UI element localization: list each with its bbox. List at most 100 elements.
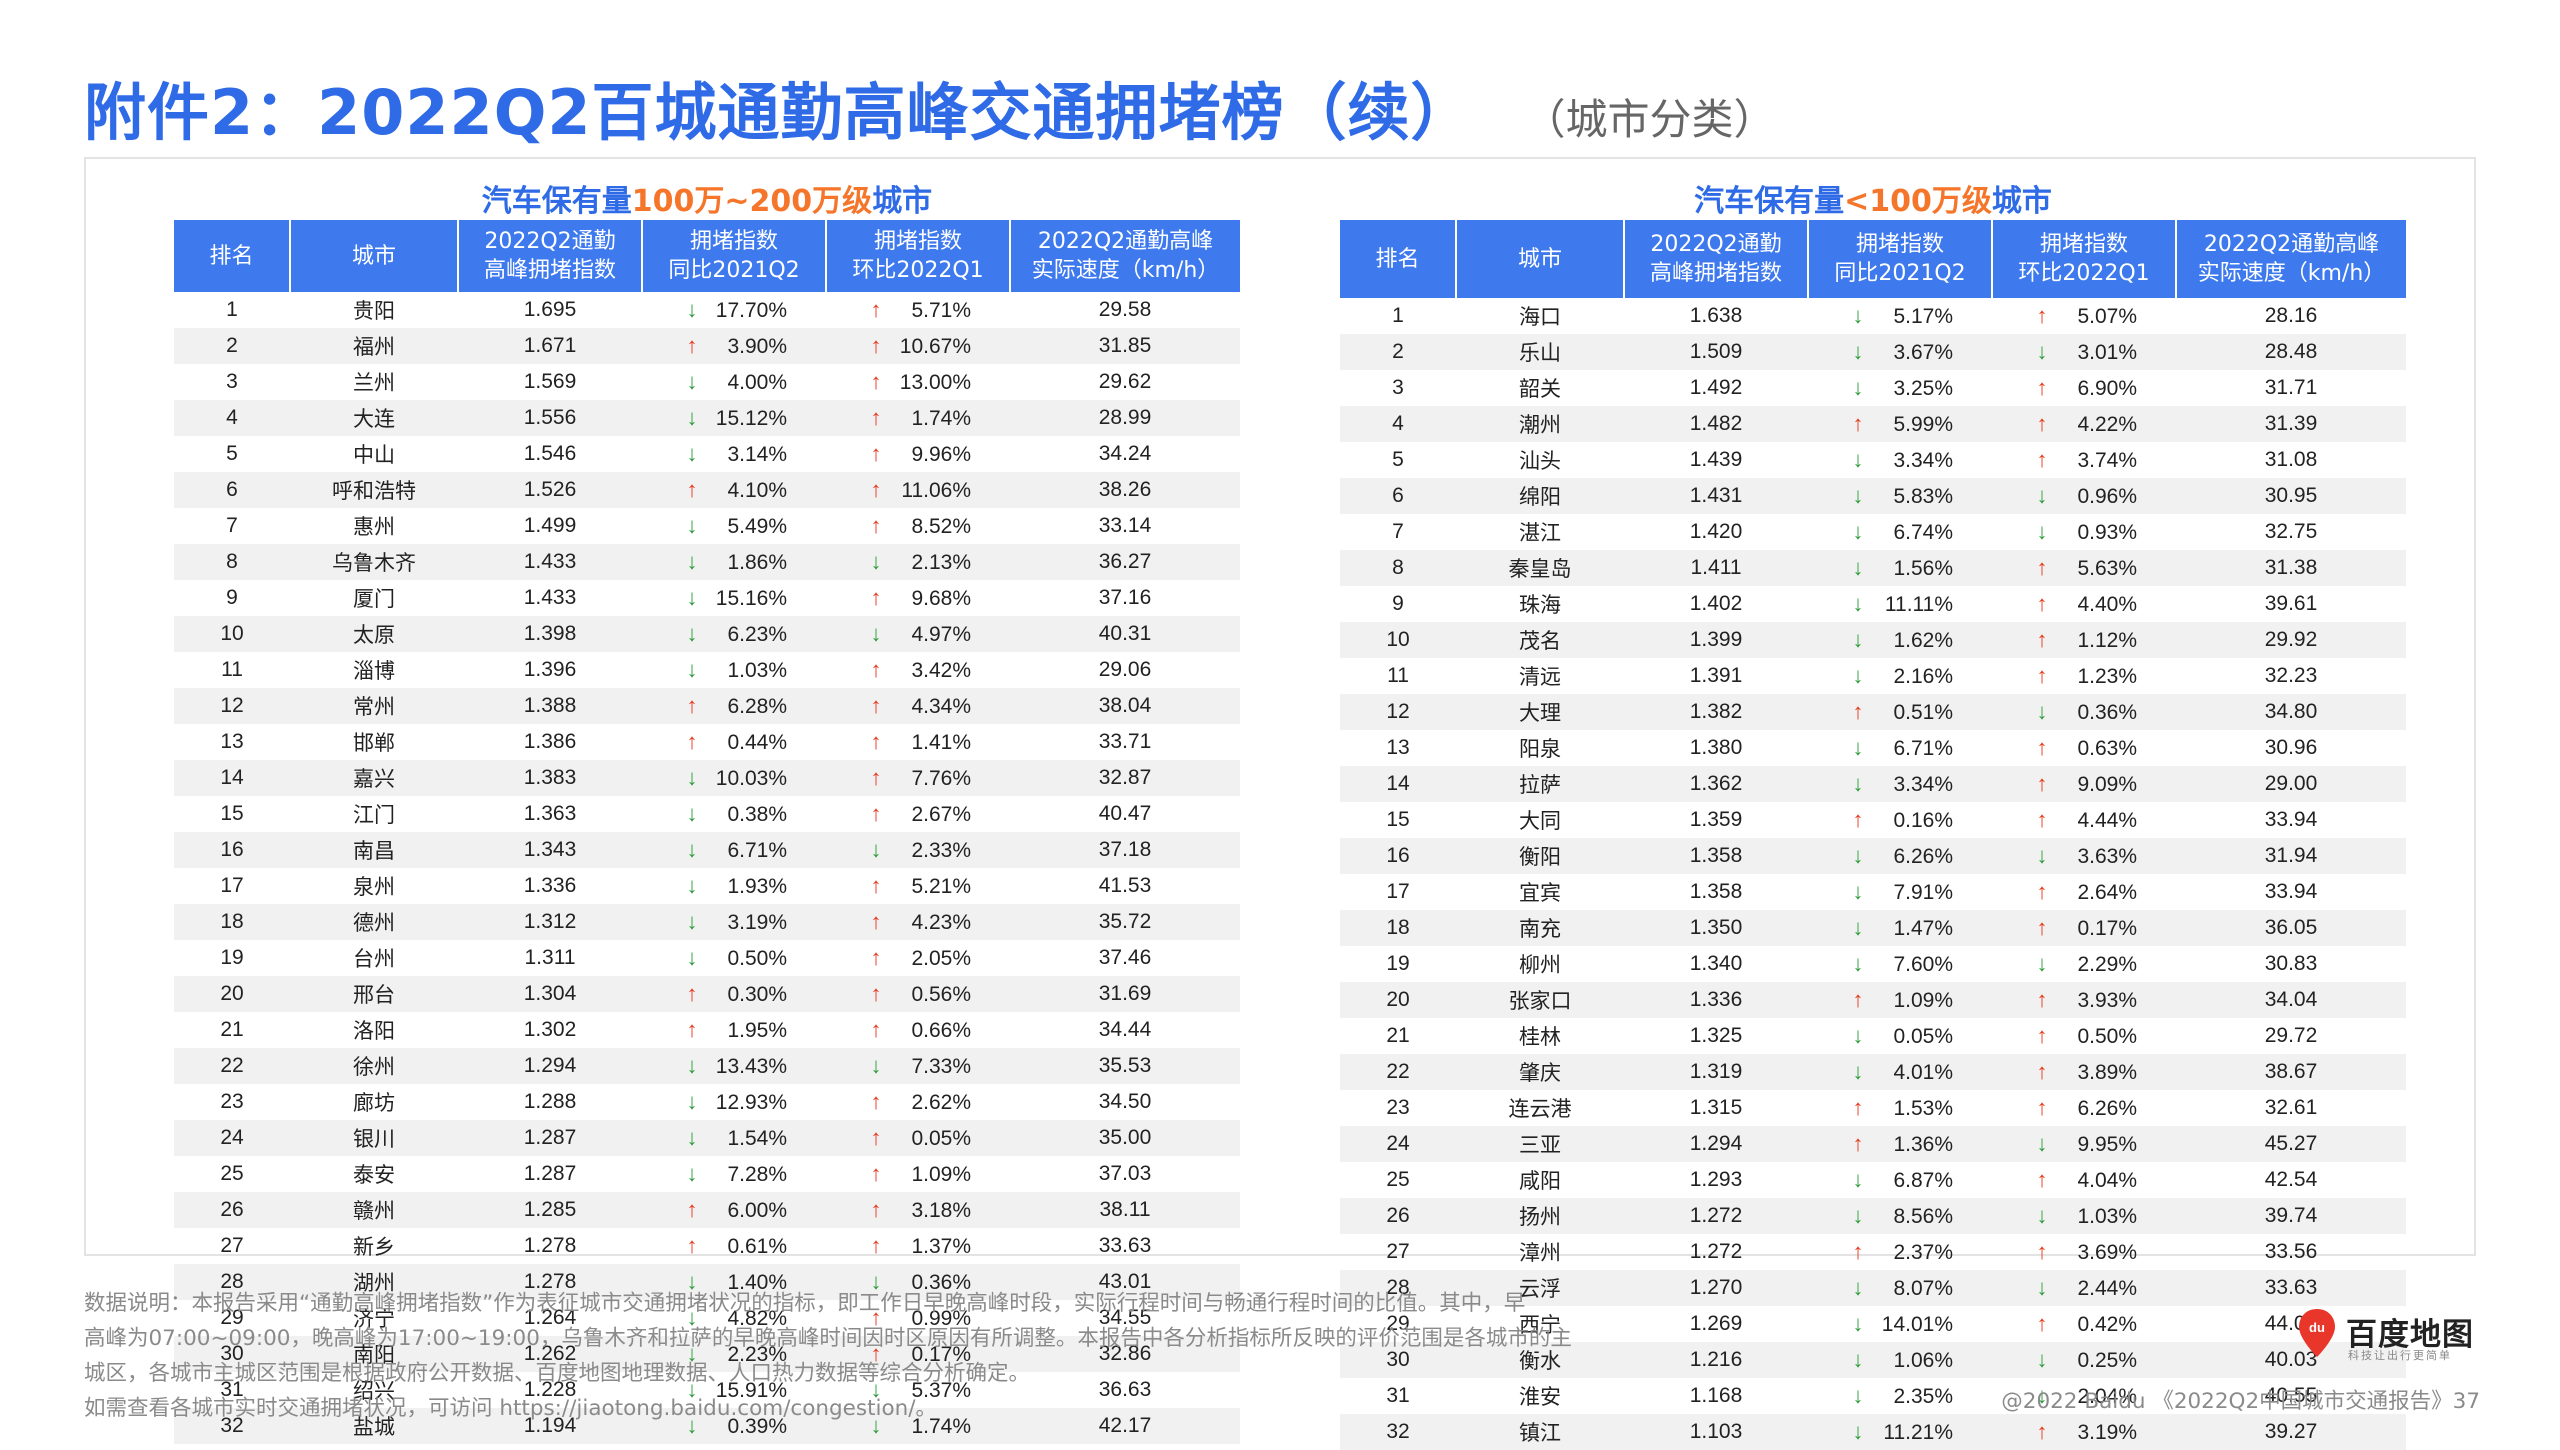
cell-city: 太原	[290, 616, 458, 652]
percent-value: 6.00%	[727, 1199, 787, 1222]
arrow-up-icon: ↑	[870, 333, 882, 358]
cell-qoq: ↓ 2.33%	[826, 832, 1010, 868]
pin-label: du	[2309, 1320, 2325, 1335]
cell-rank: 10	[1340, 622, 1456, 658]
arrow-up-icon: ↑	[686, 1197, 698, 1222]
arrow-down-icon: ↓	[686, 513, 698, 538]
cell-speed: 32.61	[2264, 1096, 2318, 1119]
cell-qoq: ↓ 5.37%	[826, 1372, 1010, 1408]
percent-value: 15.12%	[715, 407, 787, 430]
cell-rank: 13	[220, 730, 244, 753]
percent-value: 4.40%	[2077, 593, 2137, 616]
cell-index: 1.103	[1624, 1414, 1808, 1450]
percent-value: 1.03%	[2077, 1205, 2137, 1228]
table-row: 5 中山 1.546 ↓ 3.14% ↑ 9.96% 34.24	[174, 436, 1240, 472]
cell-rank: 8	[1340, 550, 1456, 586]
cell-speed: 34.04	[2176, 982, 2406, 1018]
cell-qoq: ↑ 5.21%	[826, 868, 1010, 904]
arrow-up-icon: ↑	[2036, 1095, 2048, 1120]
cell-index: 1.396	[523, 658, 577, 681]
percent-value: 3.89%	[2077, 1061, 2137, 1084]
arrow-down-icon: ↓	[1852, 1383, 1864, 1408]
cell-index: 1.695	[523, 298, 577, 321]
column-header-line: 拥堵指数	[1855, 232, 1944, 257]
table-row: 2 福州 1.671 ↑ 3.90% ↑ 10.67% 31.85	[174, 328, 1240, 364]
table-row: 15 江门 1.363 ↓ 0.38% ↑ 2.67% 40.47	[174, 796, 1240, 832]
percent-value: 3.18%	[911, 1199, 971, 1222]
brand-name: 百度地图	[2346, 1317, 2474, 1353]
table-row: 29 西宁 1.269 ↓ 14.01% ↑ 0.42% 44.03	[1340, 1306, 2406, 1342]
cell-qoq: ↑ 0.17%	[826, 1336, 1010, 1372]
cell-rank: 24	[1340, 1126, 1456, 1162]
cell-rank: 11	[1387, 664, 1409, 687]
table-row: 6 绵阳 1.431 ↓ 5.83% ↓ 0.96% 30.95	[1340, 478, 2406, 514]
cell-speed: 40.31	[1010, 616, 1240, 652]
percent-value: 6.87%	[1893, 1169, 1953, 1192]
arrow-down-icon: ↓	[2036, 699, 2048, 724]
arrow-up-icon: ↑	[686, 693, 698, 718]
table-row: 12 大理 1.382 ↑ 0.51% ↓ 0.36% 34.80	[1340, 694, 2406, 730]
cell-yoy: ↓ 4.82%	[642, 1300, 826, 1336]
percent-value: 5.83%	[1893, 485, 1953, 508]
left-section-title: 汽车保有量100万~200万级城市	[174, 176, 1240, 222]
cell-index: 1.433	[458, 544, 642, 580]
table-row: 8 秦皇岛 1.411 ↓ 1.56% ↑ 5.63% 31.38	[1340, 550, 2406, 586]
cell-qoq: ↑ 1.23%	[1992, 658, 2176, 694]
cell-yoy: ↓ 7.91%	[1808, 874, 1992, 910]
column-header-line: 排名	[1375, 246, 1420, 272]
cell-yoy: ↓ 1.40%	[642, 1264, 826, 1300]
arrow-down-icon: ↓	[686, 621, 698, 646]
title-row: 附件2：2022Q2百城通勤高峰交通拥堵榜（续） （城市分类）	[84, 62, 1776, 152]
cell-yoy: ↓ 6.71%	[642, 832, 826, 868]
table-row: 21 桂林 1.325 ↓ 0.05% ↑ 0.50% 29.72	[1340, 1018, 2406, 1054]
percent-value: 15.16%	[715, 587, 787, 610]
arrow-up-icon: ↑	[686, 333, 698, 358]
percent-value: 0.50%	[727, 947, 787, 970]
arrow-up-icon: ↑	[2036, 771, 2048, 796]
cell-speed: 31.69	[1010, 976, 1240, 1012]
cell-rank: 12	[174, 688, 290, 724]
arrow-down-icon: ↓	[686, 549, 698, 574]
arrow-down-icon: ↓	[686, 1305, 698, 1330]
left-title-prefix: 汽车保有量	[481, 184, 632, 219]
cell-yoy: ↑ 6.00%	[642, 1192, 826, 1228]
cell-index: 1.386	[523, 730, 577, 753]
cell-qoq: ↑ 10.67%	[826, 328, 1010, 364]
column-header: 2022Q2通勤 高峰拥堵指数	[1623, 220, 1808, 298]
cell-index: 1.411	[1624, 550, 1808, 586]
cell-index: 1.402	[1689, 592, 1743, 615]
percent-value: 2.13%	[911, 551, 971, 574]
cell-speed: 33.56	[2264, 1240, 2318, 1263]
percent-value: 0.99%	[911, 1307, 971, 1330]
cell-yoy: ↓ 0.05%	[1808, 1018, 1992, 1054]
arrow-up-icon: ↑	[870, 405, 882, 430]
column-header-line: 2022Q2通勤	[1650, 232, 1782, 257]
cell-index: 1.569	[523, 370, 577, 393]
cell-index: 1.509	[1624, 334, 1808, 370]
percent-value: 3.01%	[2077, 341, 2137, 364]
cell-rank: 10	[174, 616, 290, 652]
cell-qoq: ↑ 9.96%	[826, 436, 1010, 472]
cell-index: 1.311	[524, 946, 576, 969]
table-row: 28 湖州 1.278 ↓ 1.40% ↓ 0.36% 43.01	[174, 1264, 1240, 1300]
arrow-up-icon: ↑	[870, 369, 882, 394]
percent-value: 2.67%	[911, 803, 971, 826]
percent-value: 2.35%	[1893, 1385, 1953, 1408]
cell-speed: 28.16	[2264, 304, 2318, 327]
arrow-down-icon: ↓	[1852, 627, 1864, 652]
percent-value: 15.91%	[715, 1379, 787, 1402]
cell-rank: 3	[1392, 376, 1404, 399]
arrow-up-icon: ↑	[870, 1233, 882, 1258]
cell-yoy: ↓ 1.86%	[642, 544, 826, 580]
cell-yoy: ↓ 11.21%	[1808, 1414, 1992, 1450]
table-row: 30 衡水 1.216 ↓ 1.06% ↓ 0.25% 40.03	[1340, 1342, 2406, 1378]
cell-city: 衡水	[1456, 1342, 1624, 1378]
cell-speed: 29.72	[2264, 1024, 2318, 1047]
arrow-down-icon: ↓	[1852, 771, 1864, 796]
percent-value: 4.44%	[2077, 809, 2137, 832]
cell-index: 1.638	[1689, 304, 1743, 327]
cell-speed: 39.27	[2176, 1414, 2406, 1450]
cell-city: 邢台	[290, 976, 458, 1012]
arrow-up-icon: ↑	[2036, 663, 2048, 688]
cell-index: 1.270	[1624, 1270, 1808, 1306]
